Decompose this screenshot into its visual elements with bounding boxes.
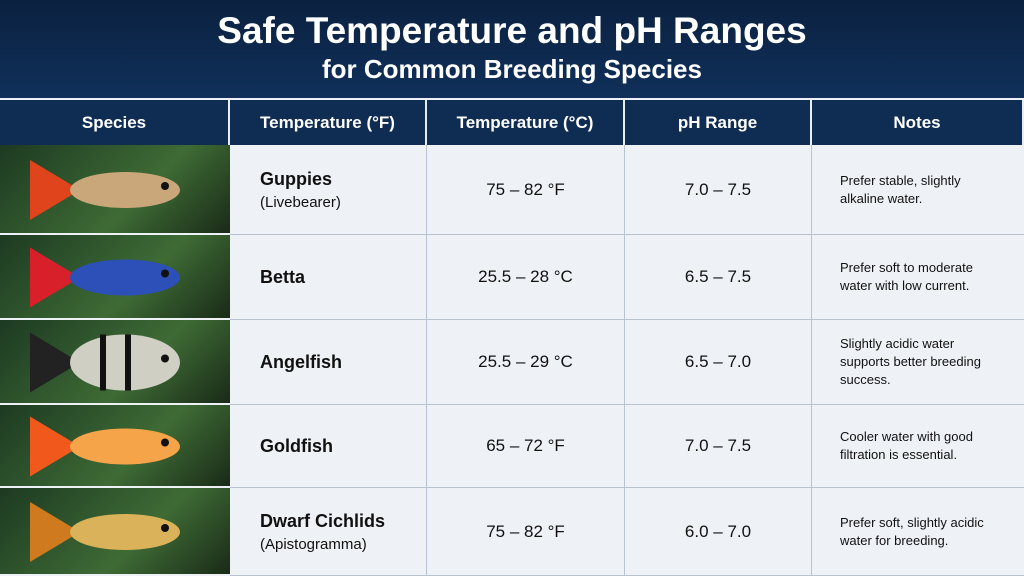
ph-range: 7.0 – 7.5	[684, 179, 752, 199]
temperature-cell: 75 – 82 °F	[427, 488, 625, 576]
fish-illustration	[30, 332, 180, 393]
note-line: water for breeding.	[840, 532, 949, 548]
temperature: 25.5 – 28 °C	[478, 267, 573, 286]
ph-cell: 7.0 – 7.5	[625, 145, 812, 235]
note-line: filtration is essential.	[840, 447, 958, 462]
header	[0, 0, 1024, 98]
column-header: Temperature (°F)	[230, 100, 427, 145]
notes-cell: Prefer soft, slightly acidic water for br…	[812, 488, 1024, 576]
temperature-cell: 75 – 82 °F	[427, 145, 625, 235]
note-line: Prefer soft to moderate	[840, 260, 973, 275]
ph-range: 7.0 – 7.5	[684, 436, 752, 455]
ph-cell: 6.0 – 7.0	[625, 488, 812, 576]
fish-illustration	[30, 247, 180, 308]
ph-range: 6.0 – 7.0	[684, 521, 752, 541]
temperature: 25.5 – 29 °C	[478, 352, 573, 371]
fish-illustration	[30, 416, 180, 477]
species-photo	[0, 405, 230, 488]
species-cell: Dwarf Cichlids (Apistogramma)	[230, 488, 427, 576]
fish-illustration	[30, 502, 180, 562]
species-name: Guppies	[260, 168, 333, 189]
temperature: 65 – 72 °F	[486, 436, 565, 455]
species-photo	[0, 320, 230, 405]
note-line: water with low current.	[840, 278, 970, 293]
notes-cell: Prefer soft to moderate water with low cu…	[812, 235, 1024, 320]
species-cell: Guppies (Livebearer)	[230, 145, 427, 235]
subtitle: for Common Breeding Species	[322, 54, 702, 84]
note-line: Cooler water with good	[840, 429, 973, 444]
ph-cell: 7.0 – 7.5	[625, 405, 812, 488]
notes-cell: Slightly acidic water supports better bre…	[812, 320, 1024, 405]
column-header: Species	[0, 100, 230, 145]
note-line: alkaline water.	[840, 190, 923, 206]
species-name: Angelfish	[260, 351, 343, 372]
title: Safe Temperature and pH Ranges	[217, 10, 807, 51]
column-header: Notes	[812, 100, 1024, 145]
note-line: Slightly acidic water	[840, 336, 955, 351]
temperature: 75 – 82 °F	[486, 179, 565, 199]
species-cell: Angelfish	[230, 320, 427, 405]
note-line: supports better breeding	[840, 354, 981, 369]
ph-cell: 6.5 – 7.5	[625, 235, 812, 320]
species-name: Betta	[260, 266, 306, 287]
notes-cell: Cooler water with good filtration is esse…	[812, 405, 1024, 488]
species-name: Goldfish	[260, 435, 333, 456]
note-line: Prefer stable, slightly	[840, 172, 961, 188]
note-line: Prefer soft, slightly acidic	[840, 514, 984, 530]
temperature-cell: 25.5 – 29 °C	[427, 320, 625, 405]
ph-cell: 6.5 – 7.0	[625, 320, 812, 405]
ph-range: 6.5 – 7.5	[684, 267, 752, 286]
species-cell: Betta	[230, 235, 427, 320]
fish-illustration	[30, 160, 180, 220]
temperature: 75 – 82 °F	[486, 521, 565, 541]
species-name: Dwarf Cichlids	[260, 510, 386, 531]
temperature-cell: 65 – 72 °F	[427, 405, 625, 488]
species-photo	[0, 145, 230, 235]
column-header: pH Range	[625, 100, 812, 145]
ph-range: 6.5 – 7.0	[684, 352, 752, 371]
notes-cell: Prefer stable, slightly alkaline water.	[812, 145, 1024, 235]
species-photo	[0, 235, 230, 320]
species-cell: Goldfish	[230, 405, 427, 488]
column-header: Temperature (°C)	[427, 100, 625, 145]
species-subtitle: (Apistogramma)	[260, 535, 367, 553]
note-line: success.	[840, 372, 891, 387]
temperature-cell: 25.5 – 28 °C	[427, 235, 625, 320]
species-photo	[0, 488, 230, 576]
species-subtitle: (Livebearer)	[260, 193, 341, 211]
